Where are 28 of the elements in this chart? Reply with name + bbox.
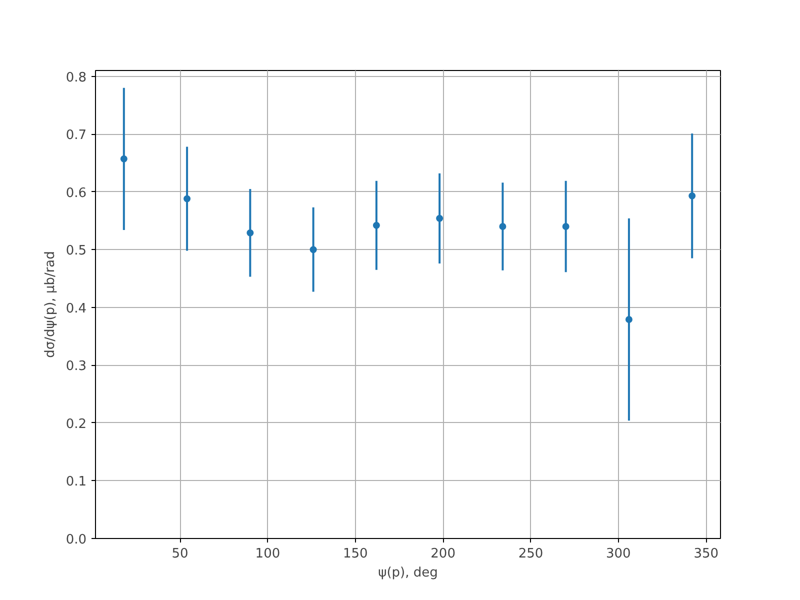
point: [372, 222, 380, 229]
x-tick-label: 200: [430, 546, 456, 562]
y-tick-label: 0.4: [66, 301, 87, 316]
y-tick-label: 0.6: [66, 186, 87, 201]
y-tick-label: 0.3: [66, 359, 87, 374]
point: [562, 223, 570, 230]
point: [310, 246, 317, 254]
x-tick-label: 50: [172, 546, 188, 562]
point: [184, 195, 191, 202]
x-axis-title: ψ(p), deg: [378, 566, 438, 580]
point: [246, 229, 254, 236]
x-tick-label: 350: [694, 546, 719, 562]
point: [436, 214, 444, 222]
point: [625, 316, 632, 324]
x-tick-label: 300: [606, 546, 631, 562]
y-tick-label: 0.1: [66, 474, 87, 490]
y-axis-title: dσ/dψ(p), μb/rad: [42, 251, 58, 358]
point: [120, 155, 128, 162]
y-tick-label: 0.7: [66, 128, 87, 144]
point: [688, 192, 696, 200]
y-tick-label: 0.0: [66, 532, 87, 548]
x-tick-label: 250: [518, 546, 544, 562]
point: [499, 223, 506, 230]
y-tick-label: 0.2: [66, 416, 87, 432]
y-tick-label: 0.8: [66, 70, 87, 86]
y-tick-label: 0.5: [66, 244, 87, 259]
x-tick-label: 150: [342, 546, 368, 562]
x-tick-label: 100: [255, 546, 280, 562]
